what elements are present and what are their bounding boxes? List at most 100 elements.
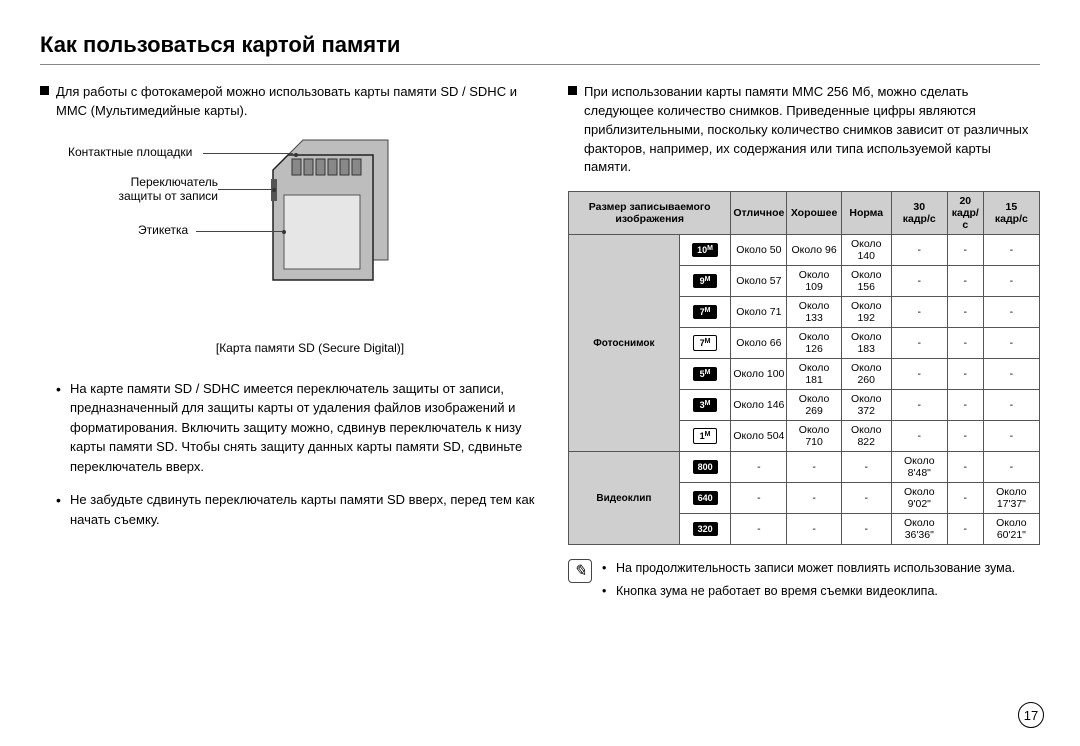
data-cell: - [731,452,787,483]
data-cell: - [983,297,1039,328]
data-cell: Около 269 [787,390,841,421]
left-intro-text: Для работы с фотокамерой можно использов… [56,84,517,118]
size-cell: 3M [679,390,731,421]
data-cell: - [731,483,787,514]
th-good: Хорошее [787,192,841,235]
data-cell: - [983,328,1039,359]
data-cell: Около 260 [841,359,891,390]
data-cell: - [947,297,983,328]
data-cell: Около 96 [787,235,841,266]
data-cell: Около 109 [787,266,841,297]
th-15fps: 15кадр/с [983,192,1039,235]
size-badge-icon: 800 [693,460,718,474]
size-cell: 800 [679,452,731,483]
data-cell: - [947,390,983,421]
table-body: Фотоснимок10MОколо 50Около 96Около 140--… [569,235,1040,545]
size-cell: 320 [679,514,731,545]
data-cell: - [891,235,947,266]
data-cell: Около 71 [731,297,787,328]
left-bullet-2: Не забудьте сдвинуть переключатель карты… [40,490,540,529]
right-intro-text: При использовании карты памяти MMC 256 М… [584,84,1028,174]
data-cell: Около 140 [841,235,891,266]
sd-label-sticker: Этикетка [138,223,188,237]
sd-label-switch: Переключатель защиты от записи [98,175,218,203]
leader-line [218,189,273,190]
note-2: Кнопка зума не работает во время съемки … [602,582,1015,601]
data-cell: Около 36'36" [891,514,947,545]
data-cell: - [983,421,1039,452]
leader-line [203,153,293,154]
data-cell: Около 504 [731,421,787,452]
size-cell: 5M [679,359,731,390]
left-column: Для работы с фотокамерой можно использов… [40,83,540,605]
data-cell: - [947,452,983,483]
data-cell: - [891,297,947,328]
left-bullet-list: На карте памяти SD / SDHC имеется перекл… [40,379,540,530]
page-number: 17 [1018,702,1044,728]
data-cell: Около 126 [787,328,841,359]
data-cell: Около 710 [787,421,841,452]
data-cell: Около 181 [787,359,841,390]
data-cell: - [983,359,1039,390]
data-cell: - [983,235,1039,266]
sd-label-contacts: Контактные площадки [68,145,192,159]
sd-card-icon [268,135,418,305]
left-intro-block: Для работы с фотокамерой можно использов… [40,83,540,121]
size-badge-icon: 7M [693,335,717,351]
data-cell: - [891,390,947,421]
data-cell: Около 146 [731,390,787,421]
page-title: Как пользоваться картой памяти [40,32,1040,65]
size-badge-icon: 9M [693,274,717,288]
data-cell: Около 17'37" [983,483,1039,514]
data-cell: Около 133 [787,297,841,328]
size-badge-icon: 1M [693,428,717,444]
data-cell: Около 50 [731,235,787,266]
data-cell: - [891,359,947,390]
right-column: При использовании карты памяти MMC 256 М… [568,83,1040,605]
data-cell: - [983,390,1039,421]
note-icon: ✎ [568,559,592,583]
data-cell: - [947,359,983,390]
data-cell: - [891,421,947,452]
data-cell: Около 9'02" [891,483,947,514]
right-intro-block: При использовании карты памяти MMC 256 М… [568,83,1040,177]
rowhead-photo: Фотоснимок [569,235,680,452]
note-box: ✎ На продолжительность записи может повл… [568,559,1040,605]
size-badge-icon: 640 [693,491,718,505]
data-cell: Около 60'21" [983,514,1039,545]
sd-caption: [Карта памяти SD (Secure Digital)] [80,341,540,355]
data-cell: Около 192 [841,297,891,328]
size-badge-icon: 320 [693,522,718,536]
bullet-square-icon [40,86,49,95]
data-cell: - [787,483,841,514]
data-cell: Около 372 [841,390,891,421]
th-normal: Норма [841,192,891,235]
data-cell: - [841,514,891,545]
capacity-table: Размер записываемого изображения Отлично… [568,191,1040,545]
data-cell: - [947,514,983,545]
table-row: Видеоклип800---Около 8'48"-- [569,452,1040,483]
data-cell: - [787,514,841,545]
size-badge-icon: 10M [692,243,718,257]
data-cell: - [947,266,983,297]
data-cell: Около 822 [841,421,891,452]
data-cell: - [947,483,983,514]
th-excellent: Отличное [731,192,787,235]
size-badge-icon: 7M [693,305,717,319]
data-cell: - [947,235,983,266]
size-cell: 1M [679,421,731,452]
data-cell: - [731,514,787,545]
data-cell: - [841,452,891,483]
th-20fps: 20кадр/с [947,192,983,235]
data-cell: - [947,421,983,452]
th-30fps: 30кадр/с [891,192,947,235]
th-imgsize: Размер записываемого изображения [569,192,731,235]
data-cell: - [891,328,947,359]
data-cell: Около 66 [731,328,787,359]
rowhead-video: Видеоклип [569,452,680,545]
note-1: На продолжительность записи может повлия… [602,559,1015,578]
size-cell: 9M [679,266,731,297]
sd-card-diagram: Контактные площадки Переключатель защиты… [68,135,540,335]
data-cell: Около 57 [731,266,787,297]
table-row: Фотоснимок10MОколо 50Около 96Около 140--… [569,235,1040,266]
